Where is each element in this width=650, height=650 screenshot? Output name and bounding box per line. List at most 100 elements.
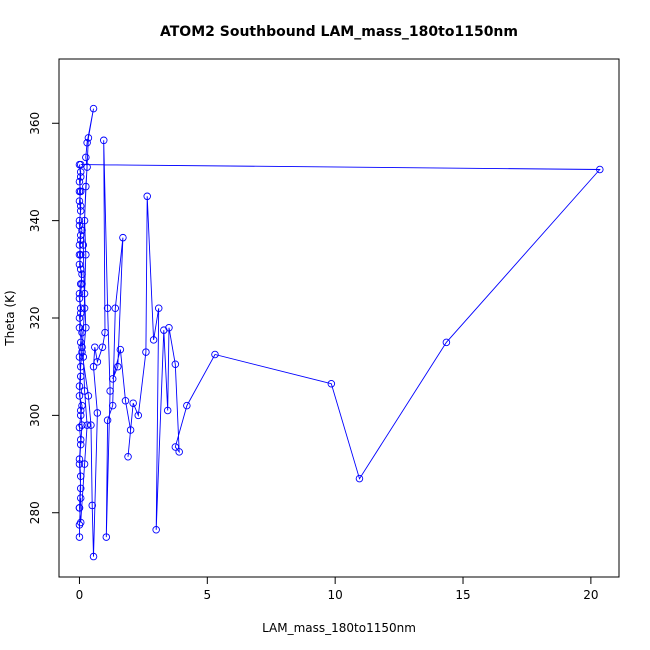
x-tick-label: 0 xyxy=(76,588,84,602)
x-tick-label: 10 xyxy=(328,588,343,602)
data-point-17 xyxy=(75,289,84,298)
data-point-96 xyxy=(142,348,150,356)
x-tick-label: 20 xyxy=(583,588,598,602)
data-point-67 xyxy=(79,241,88,249)
data-point-109 xyxy=(327,379,336,388)
data-point-83 xyxy=(102,533,111,541)
data-point-91 xyxy=(121,397,130,405)
data-point-51 xyxy=(75,504,84,512)
data-point-29 xyxy=(75,177,84,186)
data-point-62 xyxy=(83,163,91,171)
data-point-105 xyxy=(175,448,183,456)
data-point-61 xyxy=(82,182,90,191)
data-point-45 xyxy=(75,382,84,390)
data-point-46 xyxy=(76,406,85,415)
data-point-87 xyxy=(119,233,127,242)
x-axis-label: LAM_mass_180to1150nm xyxy=(262,621,416,635)
data-point-13 xyxy=(76,338,85,347)
data-point-60 xyxy=(80,216,89,225)
data-point-47 xyxy=(78,421,86,429)
data-point-11 xyxy=(76,372,85,381)
data-point-19 xyxy=(78,270,86,278)
data-point-72 xyxy=(88,501,96,510)
data-point-99 xyxy=(154,304,163,313)
y-tick-label: 300 xyxy=(28,404,42,427)
data-point-110 xyxy=(355,474,364,483)
data-point-89 xyxy=(108,375,117,383)
y-tick-label: 340 xyxy=(28,209,42,232)
data-point-16 xyxy=(76,304,85,313)
data-point-6 xyxy=(76,435,85,444)
data-point-8 xyxy=(76,411,85,420)
data-point-103 xyxy=(165,323,173,332)
data-point-41 xyxy=(76,309,85,317)
data-point-95 xyxy=(134,411,143,420)
data-point-66 xyxy=(84,134,93,142)
data-point-85 xyxy=(108,401,117,410)
data-point-20 xyxy=(75,260,84,269)
data-point-108 xyxy=(211,350,219,359)
data-point-112 xyxy=(596,165,604,174)
chart-title: ATOM2 Southbound LAM_mass_180to1150nm xyxy=(160,24,518,40)
data-point-82 xyxy=(106,387,114,395)
data-point-56 xyxy=(79,353,88,361)
plot-frame xyxy=(58,58,620,578)
data-point-38 xyxy=(76,265,85,274)
data-point-57 xyxy=(82,323,90,332)
data-point-27 xyxy=(75,197,84,205)
data-point-39 xyxy=(78,280,86,288)
data-point-94 xyxy=(129,399,137,407)
data-point-26 xyxy=(76,207,85,215)
series-layer xyxy=(75,104,604,561)
data-point-104 xyxy=(171,360,180,369)
data-point-84 xyxy=(103,416,112,424)
data-point-63 xyxy=(82,153,90,162)
data-point-59 xyxy=(82,250,90,259)
data-point-43 xyxy=(78,343,86,351)
data-point-70 xyxy=(84,392,93,400)
data-point-5 xyxy=(75,455,84,463)
data-point-98 xyxy=(149,336,158,344)
data-point-75 xyxy=(89,362,98,371)
data-point-88 xyxy=(114,362,122,371)
data-point-77 xyxy=(93,358,102,366)
data-point-100 xyxy=(152,526,160,534)
data-point-10 xyxy=(75,392,84,400)
data-point-111 xyxy=(442,338,451,347)
data-point-113 xyxy=(76,160,85,169)
data-point-22 xyxy=(75,241,84,249)
data-point-97 xyxy=(143,192,151,201)
data-point-102 xyxy=(163,406,172,415)
data-point-49 xyxy=(75,460,84,468)
data-point-23 xyxy=(76,231,85,239)
data-point-73 xyxy=(89,552,98,561)
data-point-2 xyxy=(76,494,85,502)
data-point-48 xyxy=(76,440,85,449)
data-point-0 xyxy=(75,533,84,541)
series-line-0 xyxy=(79,108,601,557)
data-point-32 xyxy=(76,173,85,181)
axes-layer: 0 5 10 15 20 280 300 320 340 360 xyxy=(28,112,599,602)
data-point-40 xyxy=(75,294,84,303)
data-point-34 xyxy=(76,202,85,210)
y-tick-label: 360 xyxy=(28,112,42,135)
data-point-80 xyxy=(99,136,108,145)
data-point-44 xyxy=(76,362,85,371)
data-point-69 xyxy=(78,348,86,356)
data-point-35 xyxy=(75,221,84,230)
data-point-33 xyxy=(75,187,84,196)
data-point-53 xyxy=(80,460,89,468)
data-point-78 xyxy=(98,343,107,351)
data-point-52 xyxy=(76,518,85,527)
data-point-65 xyxy=(89,104,98,113)
data-point-55 xyxy=(80,387,89,395)
data-point-50 xyxy=(76,484,85,493)
data-point-74 xyxy=(93,409,102,417)
data-point-9 xyxy=(78,401,86,410)
y-axis-label: Theta (K) xyxy=(3,290,17,346)
y-tick-label: 280 xyxy=(28,501,42,524)
data-point-15 xyxy=(75,314,84,322)
x-tick-label: 15 xyxy=(455,588,470,602)
